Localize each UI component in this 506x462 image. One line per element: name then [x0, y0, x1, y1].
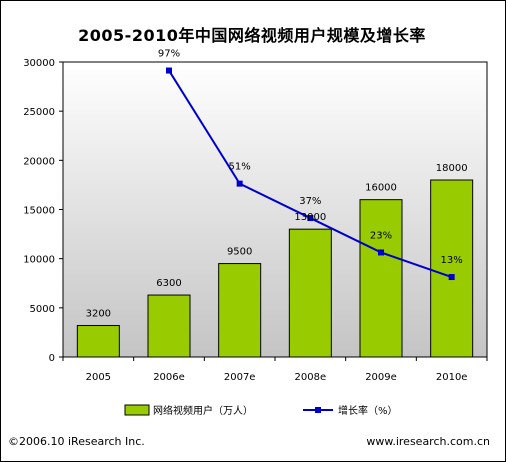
website-text: www.iresearch.com.cn: [366, 435, 490, 448]
bar-users-2009e: [359, 199, 403, 358]
bar-value-label: 13000: [294, 212, 326, 223]
growth-rate-label: 51%: [229, 162, 251, 173]
y-tick-label: 10000: [23, 255, 55, 266]
growth-point-2006e: [166, 67, 172, 74]
y-tick-label: 25000: [23, 107, 55, 118]
plot-area: [62, 61, 488, 358]
growth-rate-label: 37%: [299, 196, 321, 207]
bar-value-label: 9500: [227, 247, 252, 258]
copyright-text: ©2006.10 iResearch Inc.: [8, 435, 145, 448]
y-tick-label: 20000: [23, 156, 55, 167]
growth-point-2009e: [378, 249, 384, 256]
bar-value-label: 16000: [365, 183, 397, 194]
growth-rate-label: 97%: [158, 49, 180, 60]
growth-point-2008e: [307, 215, 314, 222]
x-tick-label: 2008e: [295, 372, 327, 383]
bar-users-2010e: [430, 179, 474, 358]
growth-rate-label: 13%: [441, 255, 463, 266]
y-tick-label: 30000: [23, 58, 55, 69]
growth-point-2010e: [448, 274, 455, 281]
bar-users-2008e: [288, 228, 332, 358]
legend-growth-label: 增长率（%）: [338, 404, 398, 417]
bar-users-2005: [76, 325, 120, 358]
growth-rate-label: 23%: [370, 230, 392, 241]
legend-users-label: 网络视频用户（万人）: [153, 404, 253, 417]
bar-value-label: 3200: [86, 309, 111, 320]
bar-value-label: 18000: [436, 163, 468, 174]
y-tick-label: 15000: [23, 206, 55, 217]
x-tick-label: 2005: [86, 372, 111, 383]
x-tick-label: 2007e: [224, 372, 256, 383]
growth-point-2007e: [236, 180, 243, 187]
legend-users-swatch: [124, 404, 150, 416]
y-tick-label: 5000: [30, 304, 55, 315]
x-tick-label: 2010e: [436, 372, 468, 383]
x-tick-label: 2006e: [153, 372, 185, 383]
x-tick-label: 2009e: [365, 372, 397, 383]
bar-value-label: 6300: [156, 278, 181, 289]
legend-growth-marker: [315, 407, 321, 413]
y-tick-label: 0: [49, 353, 55, 364]
bar-users-2007e: [218, 263, 262, 358]
chart-title: 2005-2010年中国网络视频用户规模及增长率: [78, 26, 426, 45]
bar-users-2006e: [147, 294, 191, 358]
